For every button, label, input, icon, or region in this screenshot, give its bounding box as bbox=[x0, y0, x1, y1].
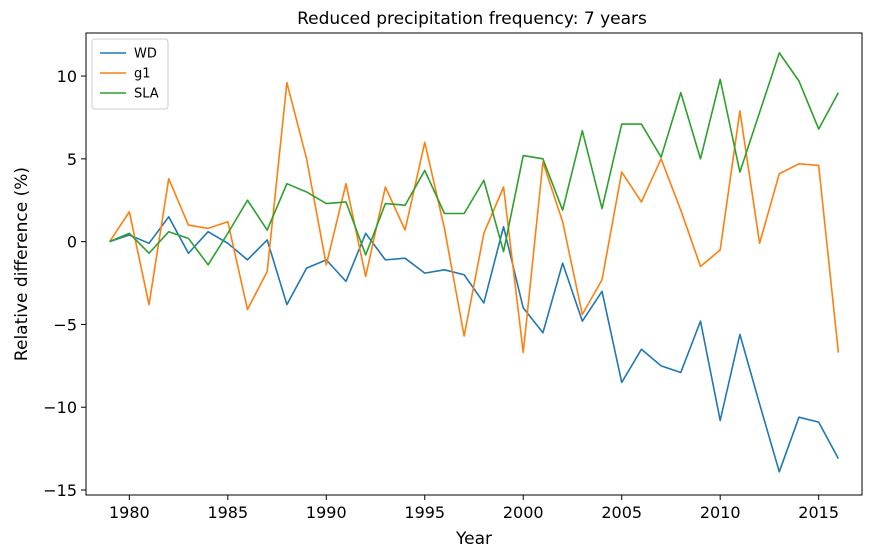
x-tick-label: 2000 bbox=[503, 503, 544, 522]
series-line-sla bbox=[109, 52, 840, 266]
y-tick-label: 5 bbox=[67, 150, 77, 169]
x-tick-label: 1995 bbox=[404, 503, 445, 522]
x-axis-label: Year bbox=[455, 529, 492, 549]
series-line-g1 bbox=[108, 81, 840, 354]
legend-label-sla: SLA bbox=[134, 87, 159, 102]
x-tick-label: 1990 bbox=[306, 503, 347, 522]
y-tick-label: 0 bbox=[67, 233, 77, 252]
series-lines bbox=[108, 52, 840, 473]
y-tick-label: −15 bbox=[43, 481, 77, 500]
legend-label-wd: WD bbox=[134, 47, 157, 62]
y-axis: −15 −10 −5 0 5 10 bbox=[43, 67, 86, 500]
legend-label-g1: g1 bbox=[134, 67, 151, 82]
x-tick-label: 2010 bbox=[700, 503, 741, 522]
legend: WD g1 SLA bbox=[91, 38, 169, 110]
y-tick-label: −10 bbox=[43, 398, 77, 417]
x-tick-label: 1985 bbox=[207, 503, 248, 522]
x-tick-label: 2015 bbox=[798, 503, 839, 522]
chart-title: Reduced precipitation frequency: 7 years bbox=[297, 9, 647, 29]
series-line-wd bbox=[109, 216, 840, 473]
y-tick-label: −5 bbox=[53, 315, 77, 334]
y-tick-label: 10 bbox=[57, 67, 77, 86]
x-tick-label: 1980 bbox=[109, 503, 150, 522]
x-tick-label: 2005 bbox=[601, 503, 642, 522]
y-axis-label: Relative difference (%) bbox=[12, 167, 32, 361]
plot-area-frame bbox=[85, 32, 863, 496]
x-axis: 1980 1985 1990 1995 2000 2005 2010 2015 bbox=[109, 495, 839, 522]
legend-box bbox=[91, 38, 169, 110]
